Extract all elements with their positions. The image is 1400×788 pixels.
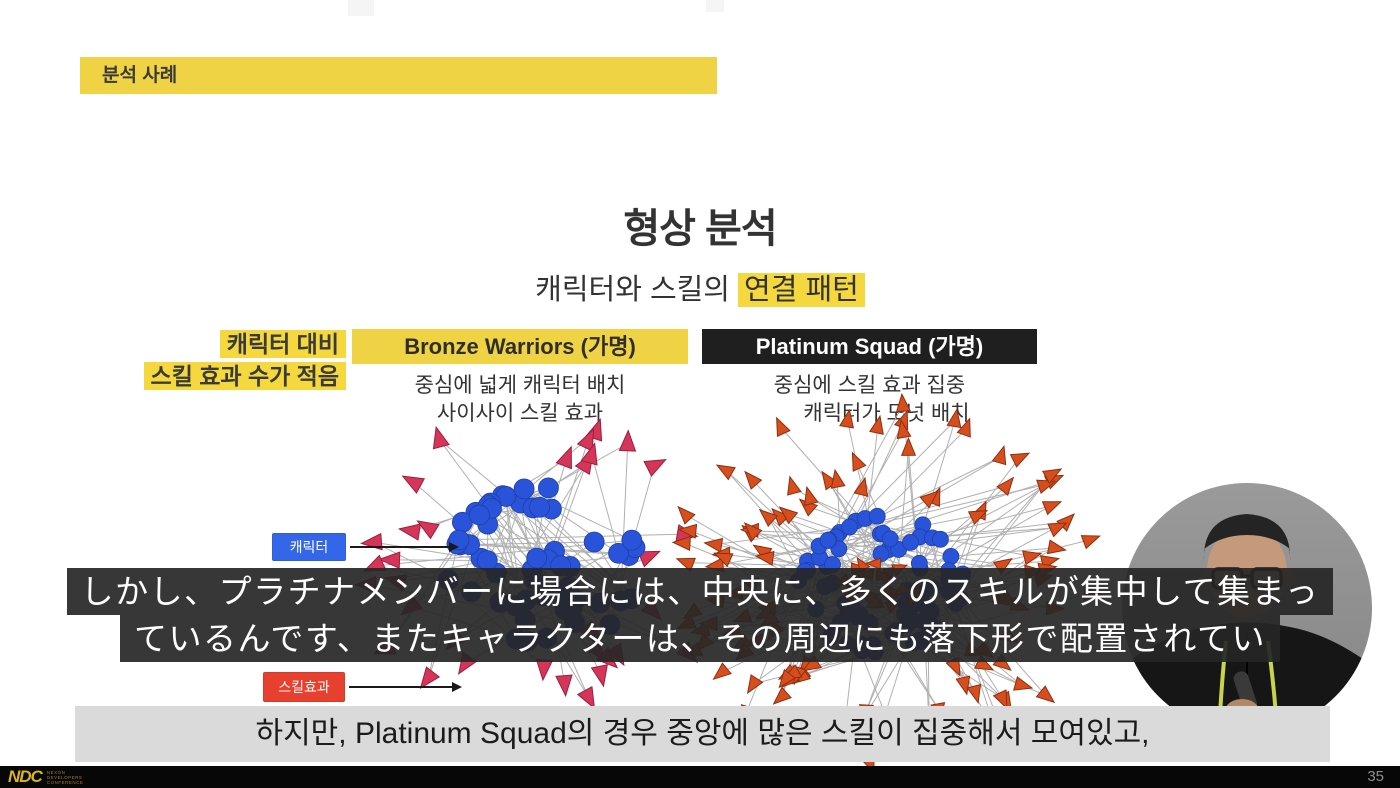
japanese-subtitle-line2: ているんです、またキャラクターは、その周辺にも落下形で配置されてい [0, 615, 1400, 662]
legend-character: 캐릭터 [272, 533, 346, 561]
korean-subtitle: 하지만, Platinum Squad의 경우 중앙에 많은 스킬이 집중해서 … [75, 706, 1330, 762]
left-annotation-line1: 캐릭터 대비 [219, 330, 346, 358]
ndc-logo: NDC NEXON DEVELOPERS CONFERENCE [8, 767, 83, 787]
column-desc-platinum: 중심에 스킬 효과 집중 캐릭터가 도넛 배치 [702, 372, 1037, 428]
ndc-logo-text: NDC [8, 767, 43, 786]
bronze-desc-line2: 사이사이 스킬 효과 [436, 402, 604, 425]
japanese-subtitle-line1: しかし、プラチナメンバーに場合には、中央に、多くのスキルが集中して集まっ [0, 568, 1400, 615]
platinum-desc-line1: 중심에 스킬 효과 집중 [773, 374, 966, 397]
page-subtitle: 캐릭터와 스킬의 연결 패턴 [350, 266, 1050, 308]
legend-skill-effect: 스킬효과 [263, 672, 345, 702]
column-header-platinum: Platinum Squad (가명) [702, 329, 1037, 364]
subtitle-highlight: 연결 패턴 [738, 273, 865, 307]
legend-character-arrow [350, 542, 459, 552]
title-block: 형상 분석 캐릭터와 스킬의 연결 패턴 [350, 196, 1050, 308]
legend-skill-effect-arrow [349, 682, 462, 692]
bronze-network-graph [354, 418, 699, 710]
left-annotation: 캐릭터 대비 스킬 효과 수가 적음 [40, 328, 346, 392]
bottom-bar: NDC NEXON DEVELOPERS CONFERENCE 35 [0, 766, 1400, 788]
page-number: 35 [1367, 768, 1384, 785]
bronze-desc-line1: 중심에 넓게 캐릭터 배치 [414, 374, 626, 397]
section-label: 분석 사례 [80, 57, 717, 94]
left-annotation-line2: 스킬 효과 수가 적음 [143, 362, 346, 390]
page-title: 형상 분석 [623, 207, 777, 251]
subtitle-prefix: 캐릭터와 스킬의 [535, 274, 739, 306]
ndc-logo-subtext: NEXON DEVELOPERS CONFERENCE [46, 769, 84, 785]
column-desc-bronze: 중심에 넓게 캐릭터 배치 사이사이 스킬 효과 [352, 372, 688, 428]
top-edge-artifact [706, 0, 724, 12]
column-header-bronze: Bronze Warriors (가명) [352, 329, 688, 364]
top-edge-artifact [348, 0, 374, 16]
